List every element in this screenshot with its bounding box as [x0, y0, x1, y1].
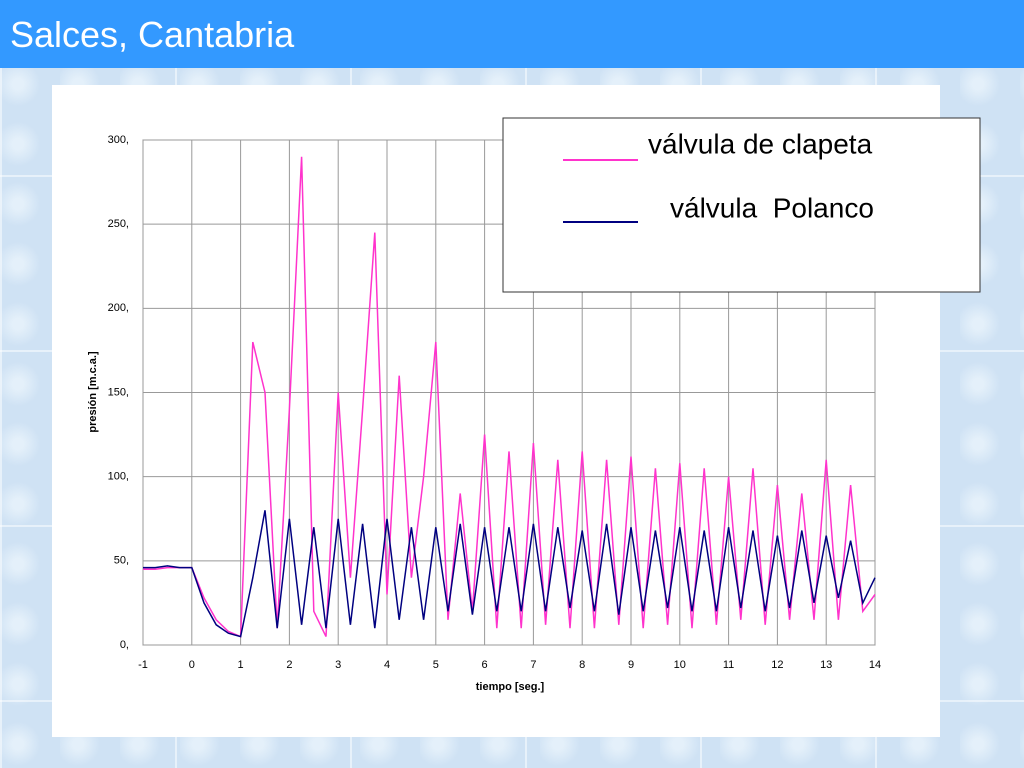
x-tick-label: 14: [869, 659, 881, 671]
x-tick-label: 3: [335, 659, 341, 671]
x-tick-label: 2: [286, 659, 292, 671]
title-bar: [0, 0, 1024, 68]
x-tick-label: 13: [820, 659, 832, 671]
x-tick-label: 1: [238, 659, 244, 671]
x-tick-label: 9: [628, 659, 634, 671]
x-tick-label: 12: [771, 659, 783, 671]
x-tick-label: 6: [482, 659, 488, 671]
y-tick-label: 50,: [114, 555, 129, 567]
x-tick-label: 11: [723, 659, 734, 671]
x-tick-label: 8: [579, 659, 585, 671]
x-tick-label: 7: [530, 659, 536, 671]
legend-entries: válvula de clapeta válvula Polanco: [563, 128, 874, 223]
y-tick-label: 0,: [120, 639, 129, 651]
x-tick-label: 5: [433, 659, 439, 671]
series-line: [143, 510, 876, 638]
y-axis-label: presión [m.c.a.]: [87, 351, 99, 433]
legend-label: válvula Polanco: [670, 192, 874, 223]
legend-label: válvula de clapeta: [648, 128, 873, 159]
y-tick-label: 100,: [108, 471, 129, 483]
plot: 0,50,100,150,200,250,300,-1 0 1 2 3 4 5 6 7 8 9 10 1…: [108, 134, 882, 671]
x-tick-label: 4: [384, 659, 390, 671]
x-tick-label: -1: [138, 659, 148, 671]
y-tick-label: 300,: [108, 134, 129, 146]
legend: [502, 117, 981, 293]
y-tick-label: 150,: [108, 386, 129, 398]
slide-title: Salces, Cantabria: [10, 14, 295, 55]
x-tick-label: 0: [189, 659, 195, 671]
y-tick-label: 200,: [108, 302, 129, 314]
series-line: [143, 156, 876, 638]
x-tick-label: 10: [674, 659, 686, 671]
y-tick-label: 250,: [108, 218, 129, 230]
x-axis-label: tiempo [seg.]: [476, 681, 545, 693]
